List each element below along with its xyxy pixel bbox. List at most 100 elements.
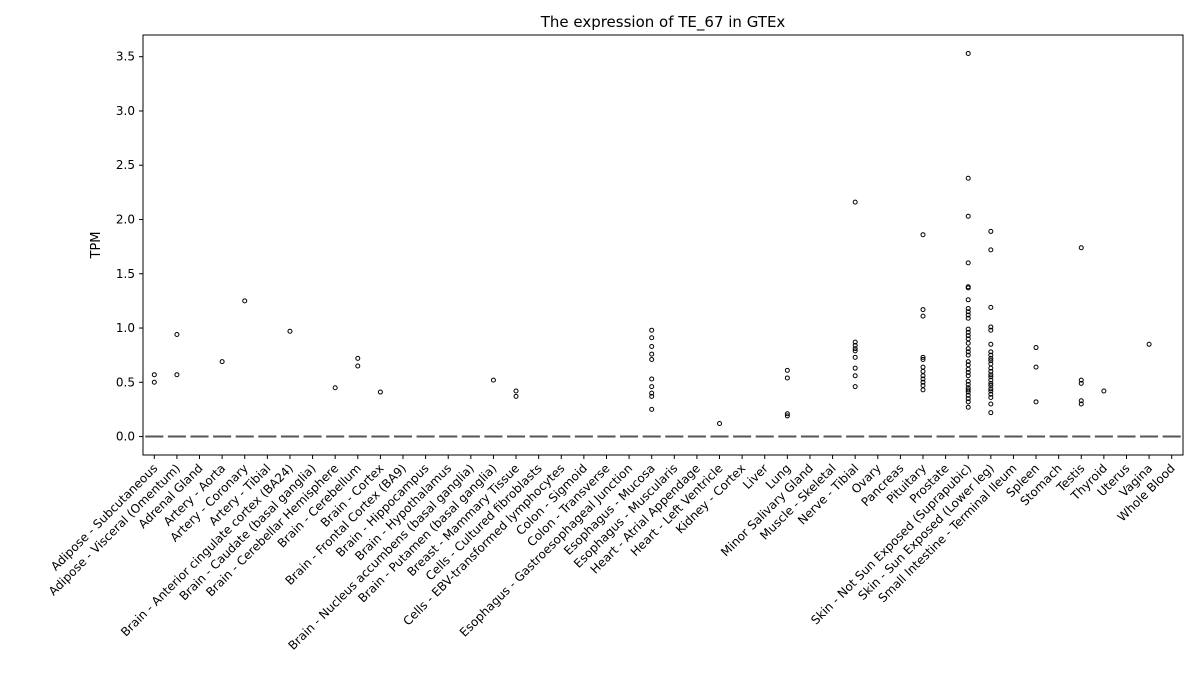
- outlier-point: [965, 213, 971, 219]
- outlier-point: [151, 379, 157, 385]
- outlier-point: [988, 365, 994, 371]
- outlier-point: [717, 421, 723, 427]
- outlier-point: [965, 399, 971, 405]
- outlier-point: [920, 379, 926, 385]
- outlier-point: [852, 348, 858, 354]
- outlier-point: [784, 411, 790, 417]
- outlier-point: [649, 327, 655, 333]
- outlier-point: [920, 387, 926, 393]
- outlier-point: [965, 359, 971, 365]
- outlier-point: [988, 374, 994, 380]
- outlier-point: [649, 356, 655, 362]
- outlier-point: [649, 384, 655, 390]
- outlier-point: [649, 351, 655, 357]
- outlier-point: [784, 413, 790, 419]
- y-axis-ticks: 0.0 0.5 1.0 1.5 2.0 2.5 3.0 3.5: [116, 50, 143, 444]
- y-axis-label: TPM: [89, 232, 104, 260]
- y-tick-label: 1.0: [116, 321, 135, 335]
- outlier-point: [965, 373, 971, 379]
- outlier-point: [1078, 401, 1084, 407]
- outlier-point: [920, 364, 926, 370]
- outlier-point: [965, 389, 971, 395]
- outlier-point: [965, 175, 971, 181]
- outlier-point: [1078, 377, 1084, 383]
- outlier-point: [988, 386, 994, 392]
- x-tick-label: Adipose - Visceral (Omentum): [46, 461, 183, 598]
- outlier-point: [852, 346, 858, 352]
- outlier-point: [988, 391, 994, 397]
- outlier-point: [852, 339, 858, 345]
- outlier-point: [1033, 364, 1039, 370]
- outlier-point: [965, 309, 971, 315]
- outlier-point: [1078, 380, 1084, 386]
- outlier-point: [965, 50, 971, 56]
- outlier-point: [174, 332, 180, 338]
- outlier-point: [965, 370, 971, 376]
- outlier-point: [1101, 388, 1107, 394]
- outlier-point: [965, 404, 971, 410]
- outlier-point: [965, 346, 971, 352]
- outlier-point: [965, 260, 971, 266]
- outlier-point: [287, 328, 293, 334]
- outlier-point: [355, 355, 361, 361]
- outlier-point: [355, 363, 361, 369]
- outlier-point: [920, 376, 926, 382]
- outlier-point: [965, 349, 971, 355]
- outlier-point: [988, 358, 994, 364]
- outlier-point: [988, 401, 994, 407]
- outlier-point: [920, 368, 926, 374]
- outlier-point: [513, 393, 519, 399]
- outlier-point: [1033, 345, 1039, 351]
- outlier-point: [988, 380, 994, 386]
- y-tick-label: 3.5: [116, 50, 135, 64]
- outlier-point: [174, 372, 180, 378]
- plot-area-frame: [142, 34, 1184, 456]
- outlier-point: [988, 247, 994, 253]
- outlier-point: [151, 372, 157, 378]
- outlier-point: [988, 352, 994, 358]
- x-tick-label: Liver: [740, 461, 771, 492]
- outlier-point: [965, 366, 971, 372]
- outlier-point: [1033, 399, 1039, 405]
- outlier-point: [920, 313, 926, 319]
- outlier-point: [988, 324, 994, 330]
- outlier-point: [965, 396, 971, 402]
- outlier-point: [784, 367, 790, 373]
- outlier-point: [965, 352, 971, 358]
- outlier-point: [649, 390, 655, 396]
- outlier-point: [852, 384, 858, 390]
- outlier-point: [988, 327, 994, 333]
- outlier-point: [965, 312, 971, 318]
- outlier-point: [965, 285, 971, 291]
- outlier-point: [988, 394, 994, 400]
- outlier-point: [965, 329, 971, 335]
- outlier-point: [965, 340, 971, 346]
- outlier-point: [988, 372, 994, 378]
- outlier-point: [965, 387, 971, 393]
- outlier-point: [965, 305, 971, 311]
- outlier-point: [219, 359, 225, 365]
- outlier-point: [513, 388, 519, 394]
- y-tick-label: 2.5: [116, 158, 135, 172]
- outlier-point: [377, 389, 383, 395]
- outlier-point: [649, 393, 655, 399]
- y-tick-label: 2.0: [116, 212, 135, 226]
- outlier-point: [920, 307, 926, 313]
- y-tick-label: 0.0: [116, 430, 135, 444]
- outlier-point: [988, 388, 994, 394]
- outlier-point: [965, 297, 971, 303]
- outlier-point: [1078, 245, 1084, 251]
- outlier-point: [988, 349, 994, 355]
- outlier-point: [965, 381, 971, 387]
- outlier-point: [988, 383, 994, 389]
- outlier-point: [965, 333, 971, 339]
- outlier-point: [1146, 341, 1152, 347]
- outlier-point: [1078, 398, 1084, 404]
- outlier-point: [852, 354, 858, 360]
- outlier-point: [490, 377, 496, 383]
- outlier-point: [920, 356, 926, 362]
- outlier-point: [988, 410, 994, 416]
- outlier-point: [965, 326, 971, 332]
